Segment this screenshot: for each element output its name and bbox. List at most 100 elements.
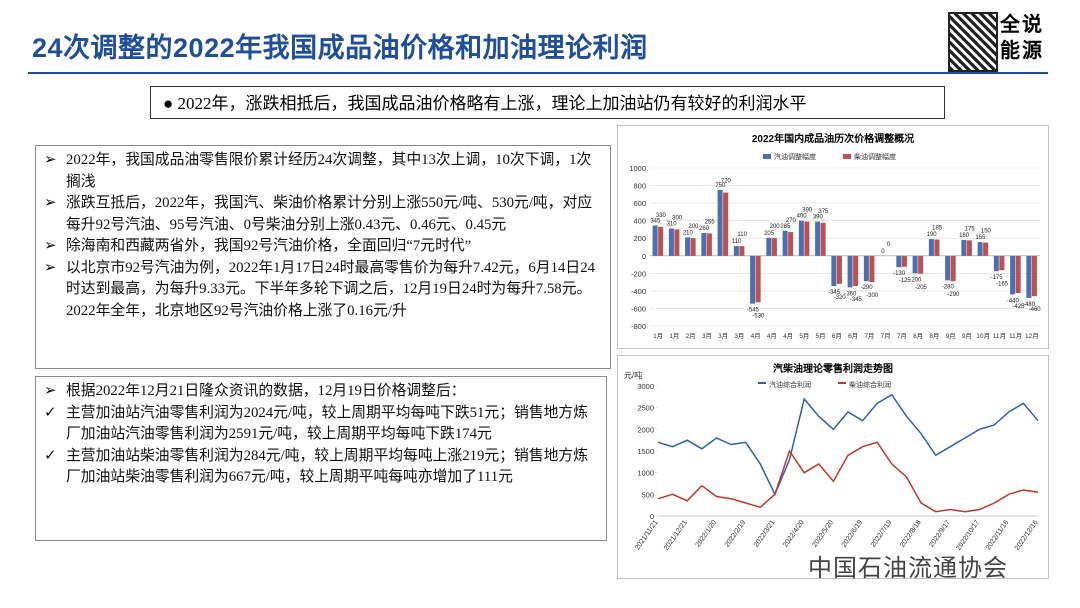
chart-title: 2022年国内成品油历次价格调整概况: [752, 132, 914, 145]
title-rule: [28, 72, 1048, 74]
x-tick-label: 1月: [653, 332, 663, 340]
value-label: -290: [861, 285, 874, 291]
bar: [836, 255, 842, 284]
value-label: -205: [915, 285, 928, 291]
bar: [999, 255, 1005, 271]
bar: [723, 192, 729, 256]
x-tick-label: 10月: [976, 332, 990, 340]
y-tick-label: 1500: [637, 447, 654, 456]
legend-swatch: [843, 154, 851, 159]
legend-swatch: [758, 382, 766, 384]
value-label: 150: [981, 229, 992, 235]
value-label: 180: [959, 233, 970, 239]
x-tick-label: 2022/8/18: [899, 519, 923, 549]
value-label: 0: [881, 249, 885, 255]
x-tick-label: 3月: [702, 332, 712, 340]
x-tick-label: 7月: [897, 332, 907, 340]
chart-panel: 汽柴油理论零售利润走势图 0 500 1000 1500 2000 2500 3000 元/吨汽…: [617, 355, 1049, 579]
x-tick-label: 5月: [799, 332, 809, 340]
bar: [983, 242, 989, 256]
value-label: 175: [965, 226, 976, 232]
chart: 2022年国内成品油历次价格调整概况 -800 -600 -400 -200 0 200 40…: [629, 132, 1041, 340]
bar: [853, 255, 859, 287]
y-tick-label: 2500: [637, 404, 654, 413]
bullet: 主营加油站汽油零售利润为2024元/吨，较上周期平均每吨下跌51元；销售地方炼厂…: [44, 403, 600, 446]
value-label: 330: [656, 213, 667, 219]
slide-title: 24次调整的2022年我国成品油价格和加油理论利润: [32, 33, 648, 63]
bar: [820, 222, 826, 256]
x-tick-label: 2022/11/16: [985, 519, 1011, 551]
x-tick-label: 2022/7/19: [870, 519, 894, 549]
value-label: 300: [672, 215, 683, 221]
logo-text: 全说能源: [1000, 14, 1044, 62]
bar: [798, 220, 804, 256]
x-tick-label: 9月: [946, 332, 956, 340]
x-tick-label: 4月: [783, 332, 793, 340]
y-tick-label: 200: [633, 234, 646, 243]
value-label: -530: [752, 313, 765, 319]
bar: [831, 255, 837, 287]
value-label: 110: [732, 239, 742, 245]
value-label: -125: [899, 278, 912, 284]
bar: [993, 255, 999, 272]
value-label: 255: [705, 219, 716, 225]
bar: [869, 255, 875, 283]
x-tick-label: 2022/10/17: [955, 519, 981, 552]
y-tick-label: 400: [633, 217, 646, 226]
x-tick-label: 6月: [848, 332, 858, 340]
y-tick-label: -400: [631, 287, 646, 296]
y-tick-label: 3000: [637, 382, 654, 391]
bullet: 主营加油站柴油零售利润为284元/吨，较上周期平均每吨上涨219元；销售地方炼厂…: [44, 446, 600, 489]
y-tick-label: -200: [631, 269, 646, 278]
y-tick-label: 0: [642, 252, 646, 261]
bar: [804, 221, 810, 256]
y-tick-label: 1000: [629, 164, 646, 173]
bar: [815, 221, 821, 256]
bar: [717, 189, 723, 256]
x-tick-label: 11月: [993, 332, 1006, 340]
value-label: 310: [667, 222, 678, 228]
x-tick-label: 2022/9/17: [928, 519, 952, 549]
value-label: 720: [721, 179, 732, 185]
bar: [755, 255, 761, 303]
summary: 2022年，涨跌相抵后，我国成品油价格略有上涨，理论上加油站仍有较好的利润水平: [150, 86, 945, 119]
line-series: [657, 393, 1039, 497]
value-label: 210: [683, 230, 694, 236]
bar: [652, 225, 658, 256]
bar: [733, 246, 739, 256]
bar: [945, 255, 951, 281]
y-tick-label: 2000: [637, 425, 654, 434]
bar: [750, 255, 756, 304]
value-label: -425: [1012, 304, 1025, 310]
bar: [901, 255, 907, 267]
x-tick-label: 2021/11/21: [634, 519, 660, 551]
y-tick-label: -600: [631, 304, 646, 313]
value-label: -320: [834, 295, 847, 301]
x-tick-label: 1月: [669, 332, 679, 340]
value-label: 185: [932, 226, 943, 232]
line-series: [657, 441, 1039, 513]
y-tick-label: 800: [633, 182, 646, 191]
value-label: 750: [715, 183, 726, 189]
x-tick-label: 2022/6/19: [841, 519, 865, 549]
value-label: 270: [786, 218, 797, 224]
text-box: 2022年，我国成品油零售限价累计经历24次调整，其中13次上调，10次下调，1…: [35, 145, 611, 369]
x-tick-label: 7月: [881, 332, 891, 340]
chart-title: 汽柴油理论零售利润走势图: [773, 362, 893, 375]
bar: [928, 239, 934, 256]
value-label: -345: [850, 297, 863, 303]
bar: [782, 230, 788, 256]
x-tick-label: 4月: [767, 332, 777, 340]
value-label: 190: [927, 232, 938, 238]
legend-swatch: [838, 382, 846, 384]
x-tick-label: 11月: [1009, 332, 1022, 340]
bullet: 2022年，我国成品油零售限价累计经历24次调整，其中13次上调，10次下调，1…: [44, 150, 604, 193]
value-label: -290: [947, 292, 960, 298]
bar: [977, 242, 983, 256]
bar: [766, 237, 772, 256]
x-tick-label: 5月: [816, 332, 826, 340]
chart: 汽柴油理论零售利润走势图 0 500 1000 1500 2000 2500 3000 元/吨汽…: [624, 362, 1040, 552]
bar: [863, 255, 869, 282]
bar: [966, 240, 972, 256]
x-tick-label: 4月: [751, 332, 761, 340]
